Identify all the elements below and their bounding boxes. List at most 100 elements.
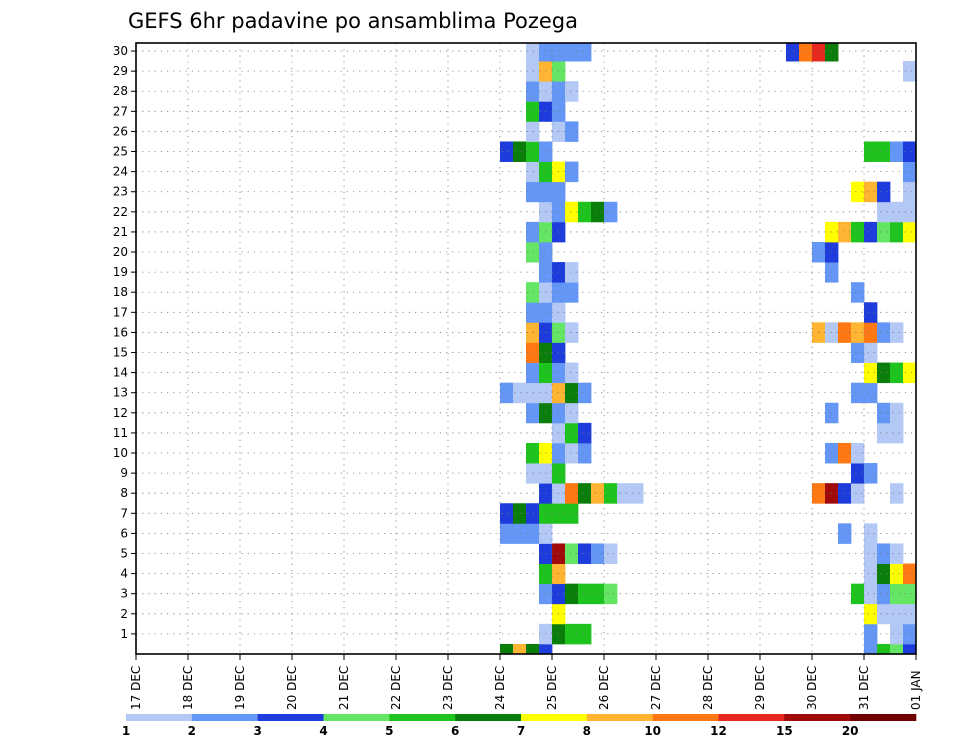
heatmap-cell (565, 322, 579, 343)
x-tick-label: 21 DEC (337, 666, 351, 710)
heatmap-cell (851, 221, 865, 243)
heatmap-cell (890, 643, 904, 655)
heatmap-cell (526, 121, 540, 142)
x-axis: 17 DEC 18 DEC 19 DEC 20 DEC 21 DEC 22 DEC 23 D… (129, 654, 923, 710)
heatmap-cell (526, 643, 540, 655)
heatmap-cell (851, 442, 865, 464)
heatmap-cell (903, 563, 917, 585)
legend-label: 20 (842, 724, 859, 738)
heatmap-cell (890, 483, 904, 504)
heatmap-cell (877, 402, 891, 424)
y-tick-label: 12 (113, 406, 128, 420)
x-tick-label: 28 DEC (701, 666, 715, 710)
heatmap-cell (903, 141, 917, 162)
heatmap-cell (864, 563, 878, 585)
heatmap-cell (890, 543, 904, 564)
legend-label: 6 (451, 724, 459, 738)
legend-label: 12 (710, 724, 727, 738)
y-tick-label: 29 (113, 64, 128, 78)
heatmap-cell (526, 161, 540, 183)
heatmap-cell (526, 181, 540, 203)
heatmap-cell (513, 382, 527, 404)
heatmap-cell (903, 603, 917, 625)
y-tick-label: 21 (113, 225, 128, 239)
heatmap-cell (578, 422, 592, 444)
heatmap-cell (500, 382, 514, 404)
heatmap-cell (565, 442, 579, 464)
heatmap-cell (890, 583, 904, 605)
heatmap-cell (877, 583, 891, 605)
heatmap-cell (903, 161, 917, 183)
y-axis: 1234567891011121314151617181920212223242… (113, 44, 136, 641)
heatmap-cell (578, 583, 592, 605)
heatmap-cell (890, 201, 904, 223)
heatmap-cell (604, 583, 618, 605)
heatmap-cell (786, 43, 800, 62)
heatmap-cell (890, 362, 904, 384)
heatmap-cell (864, 603, 878, 625)
heatmap-cell (890, 422, 904, 444)
heatmap-cell (500, 141, 514, 162)
legend-swatch (126, 714, 193, 721)
heatmap-cell (526, 241, 540, 263)
heatmap-cell (526, 442, 540, 464)
heatmap-cell (539, 643, 553, 655)
heatmap-cell (864, 463, 878, 484)
heatmap-cell (565, 262, 579, 283)
heatmap-cell (903, 583, 917, 605)
heatmap-cell (851, 342, 865, 363)
heatmap-cell (903, 362, 917, 384)
heatmap-cell (526, 61, 540, 82)
heatmap-cell (513, 503, 527, 524)
heatmap-cells (500, 43, 917, 655)
heatmap-cell (877, 362, 891, 384)
x-tick-label: 30 DEC (805, 666, 819, 710)
legend-swatch (191, 714, 258, 721)
y-tick-label: 10 (113, 446, 128, 460)
heatmap-cell (565, 362, 579, 384)
heatmap-cell (617, 483, 631, 504)
heatmap-cell (565, 201, 579, 223)
heatmap-cell (890, 402, 904, 424)
y-tick-label: 1 (120, 627, 128, 641)
heatmap-cell (851, 322, 865, 343)
x-tick-label: 19 DEC (233, 666, 247, 710)
heatmap-cell (604, 543, 618, 564)
heatmap-cell (851, 463, 865, 484)
heatmap-cell (526, 141, 540, 162)
heatmap-cell (851, 382, 865, 404)
x-tick-label: 29 DEC (753, 666, 767, 710)
heatmap-cell (591, 543, 605, 564)
legend-label: 4 (319, 724, 327, 738)
heatmap-cell (877, 201, 891, 223)
heatmap-cell (513, 523, 527, 544)
heatmap-cell (825, 43, 839, 62)
heatmap-cell (578, 201, 592, 223)
y-tick-label: 22 (113, 205, 128, 219)
heatmap-cell (578, 543, 592, 564)
plot-frame (135, 42, 917, 655)
x-tick-label: 20 DEC (285, 666, 299, 710)
heatmap-cell (864, 583, 878, 605)
y-tick-label: 11 (113, 426, 128, 440)
legend-swatch (521, 714, 588, 721)
heatmap-cell (526, 302, 540, 323)
heatmap-cell (851, 583, 865, 605)
heatmap-cell (799, 43, 813, 62)
x-tick-label: 24 DEC (493, 666, 507, 710)
heatmap-cell (526, 503, 540, 524)
y-tick-label: 15 (113, 346, 128, 360)
heatmap-cell (565, 583, 579, 605)
heatmap-cell (890, 141, 904, 162)
heatmap-cell (578, 623, 592, 645)
heatmap-cell (552, 43, 566, 62)
heatmap-cell (890, 563, 904, 585)
legend-label: 7 (517, 724, 525, 738)
heatmap-cell (877, 643, 891, 655)
heatmap-cell (526, 463, 540, 484)
heatmap-cell (864, 342, 878, 363)
y-tick-label: 14 (113, 366, 128, 380)
heatmap-cell (864, 322, 878, 343)
heatmap-cell (565, 43, 579, 62)
heatmap-cell (877, 603, 891, 625)
